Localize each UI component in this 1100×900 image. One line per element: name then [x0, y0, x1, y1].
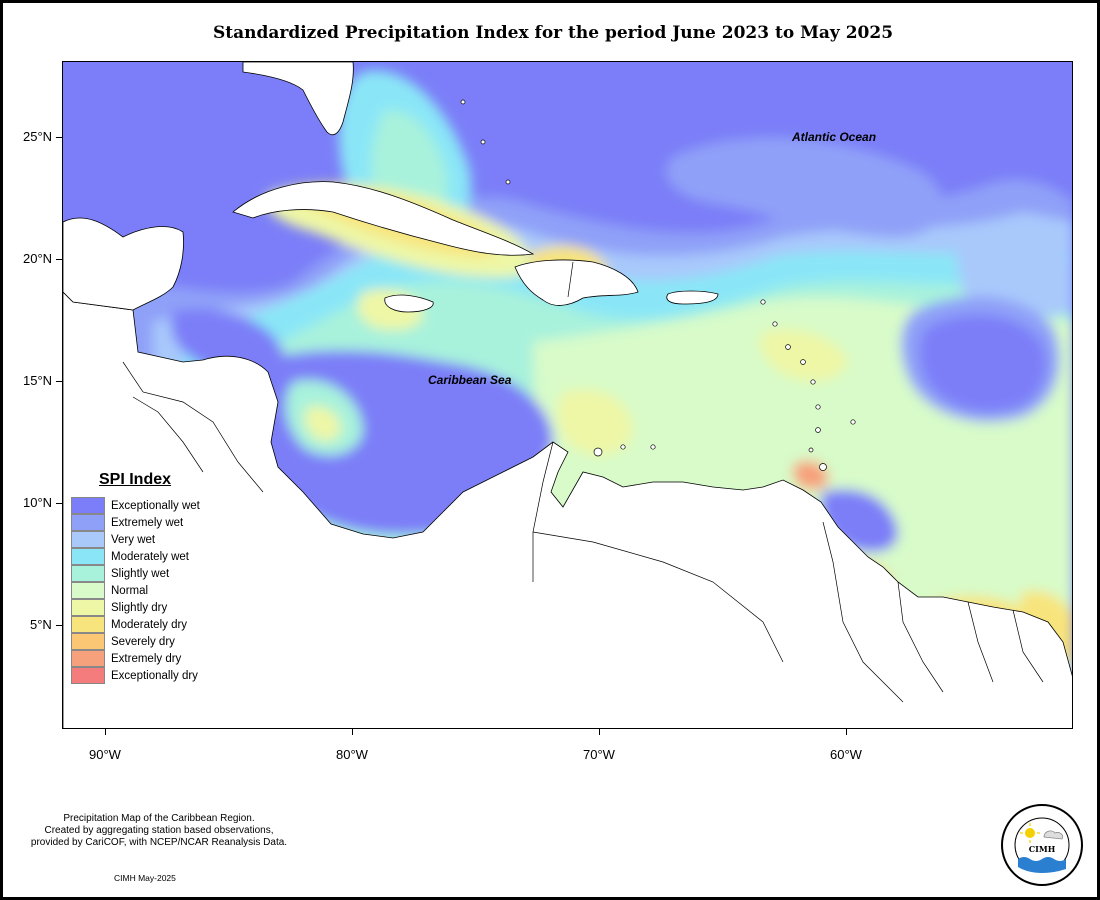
lat-tick-label: 20°N	[23, 251, 53, 266]
legend-item: Extremely dry	[71, 650, 271, 667]
legend-label: Moderately dry	[111, 618, 188, 631]
map-footnote: Precipitation Map of the Caribbean Regio…	[9, 813, 309, 849]
lon-tick-mark	[352, 729, 353, 735]
lon-tick-label: 70°W	[583, 747, 615, 762]
legend-item: Extremely wet	[71, 514, 271, 531]
spi-map: Atlantic Ocean Caribbean Sea	[62, 61, 1073, 729]
legend-swatch	[71, 497, 105, 514]
issue-date: CIMH May-2025	[114, 873, 176, 883]
legend-label: Very wet	[111, 533, 156, 546]
legend-swatch	[71, 650, 105, 667]
lon-tick-label: 90°W	[89, 747, 121, 762]
legend-label: Severely dry	[111, 635, 175, 648]
legend-item: Exceptionally dry	[71, 667, 271, 684]
lon-tick-mark	[846, 729, 847, 735]
footnote-line: provided by CariCOF, with NCEP/NCAR Rean…	[30, 837, 288, 848]
lesser-antilles	[460, 99, 856, 471]
water-waves-icon	[1018, 857, 1066, 873]
legend-label: Extremely wet	[111, 516, 184, 529]
legend-label: Moderately wet	[111, 550, 189, 563]
legend-label: Exceptionally wet	[111, 499, 200, 512]
legend-label: Exceptionally dry	[111, 669, 198, 682]
legend-label: Extremely dry	[111, 652, 182, 665]
legend-swatch	[71, 565, 105, 582]
sun-rays-icon	[1020, 823, 1040, 843]
sun-icon	[1025, 828, 1035, 838]
map-title: Standardized Precipitation Index for the…	[212, 23, 894, 43]
legend-swatch	[71, 514, 105, 531]
legend-label: Normal	[111, 584, 149, 597]
legend-swatch	[71, 582, 105, 599]
legend-items: Exceptionally wet Extremely wet Very wet Mo…	[71, 497, 271, 684]
legend-item: Moderately wet	[71, 548, 271, 565]
legend-item: Very wet	[71, 531, 271, 548]
legend-title: SPI Index	[99, 471, 172, 488]
spi-map-canvas	[63, 62, 1072, 728]
cimh-logo: CIMH	[1000, 803, 1084, 892]
footnote-line: Created by aggregating station based obs…	[44, 825, 274, 836]
lat-tick-label: 10°N	[23, 495, 53, 510]
legend-item: Normal	[71, 582, 271, 599]
country-borders	[122, 261, 1044, 703]
lon-tick-label: 80°W	[336, 747, 368, 762]
lon-tick-label: 60°W	[830, 747, 862, 762]
legend-item: Exceptionally wet	[71, 497, 271, 514]
lat-tick-mark	[56, 259, 62, 260]
legend-swatch	[71, 548, 105, 565]
legend-item: Slightly wet	[71, 565, 271, 582]
legend-swatch	[71, 667, 105, 684]
legend-item: Moderately dry	[71, 616, 271, 633]
legend-item: Slightly dry	[71, 599, 271, 616]
lon-tick-mark	[105, 729, 106, 735]
lat-tick-label: 25°N	[23, 129, 53, 144]
caribbean-sea-label: Caribbean Sea	[428, 373, 512, 387]
lat-tick-mark	[56, 625, 62, 626]
lat-tick-mark	[56, 503, 62, 504]
atlantic-ocean-label: Atlantic Ocean	[792, 130, 877, 144]
legend-label: Slightly wet	[111, 567, 170, 580]
cloud-icon	[1043, 830, 1063, 840]
legend-label: Slightly dry	[111, 601, 168, 614]
lon-tick-mark	[599, 729, 600, 735]
lat-tick-mark	[56, 381, 62, 382]
spi-legend: SPI Index Exceptionally wet Extremely wet…	[71, 471, 271, 684]
lat-tick-mark	[56, 137, 62, 138]
land-masses	[63, 62, 1072, 728]
footnote-line: Precipitation Map of the Caribbean Regio…	[63, 813, 255, 824]
legend-item: Severely dry	[71, 633, 271, 650]
legend-swatch	[71, 599, 105, 616]
lat-tick-label: 5°N	[30, 617, 52, 632]
legend-swatch	[71, 616, 105, 633]
lat-tick-label: 15°N	[23, 373, 53, 388]
legend-swatch	[71, 633, 105, 650]
logo-text: CIMH	[1029, 844, 1056, 854]
legend-swatch	[71, 531, 105, 548]
